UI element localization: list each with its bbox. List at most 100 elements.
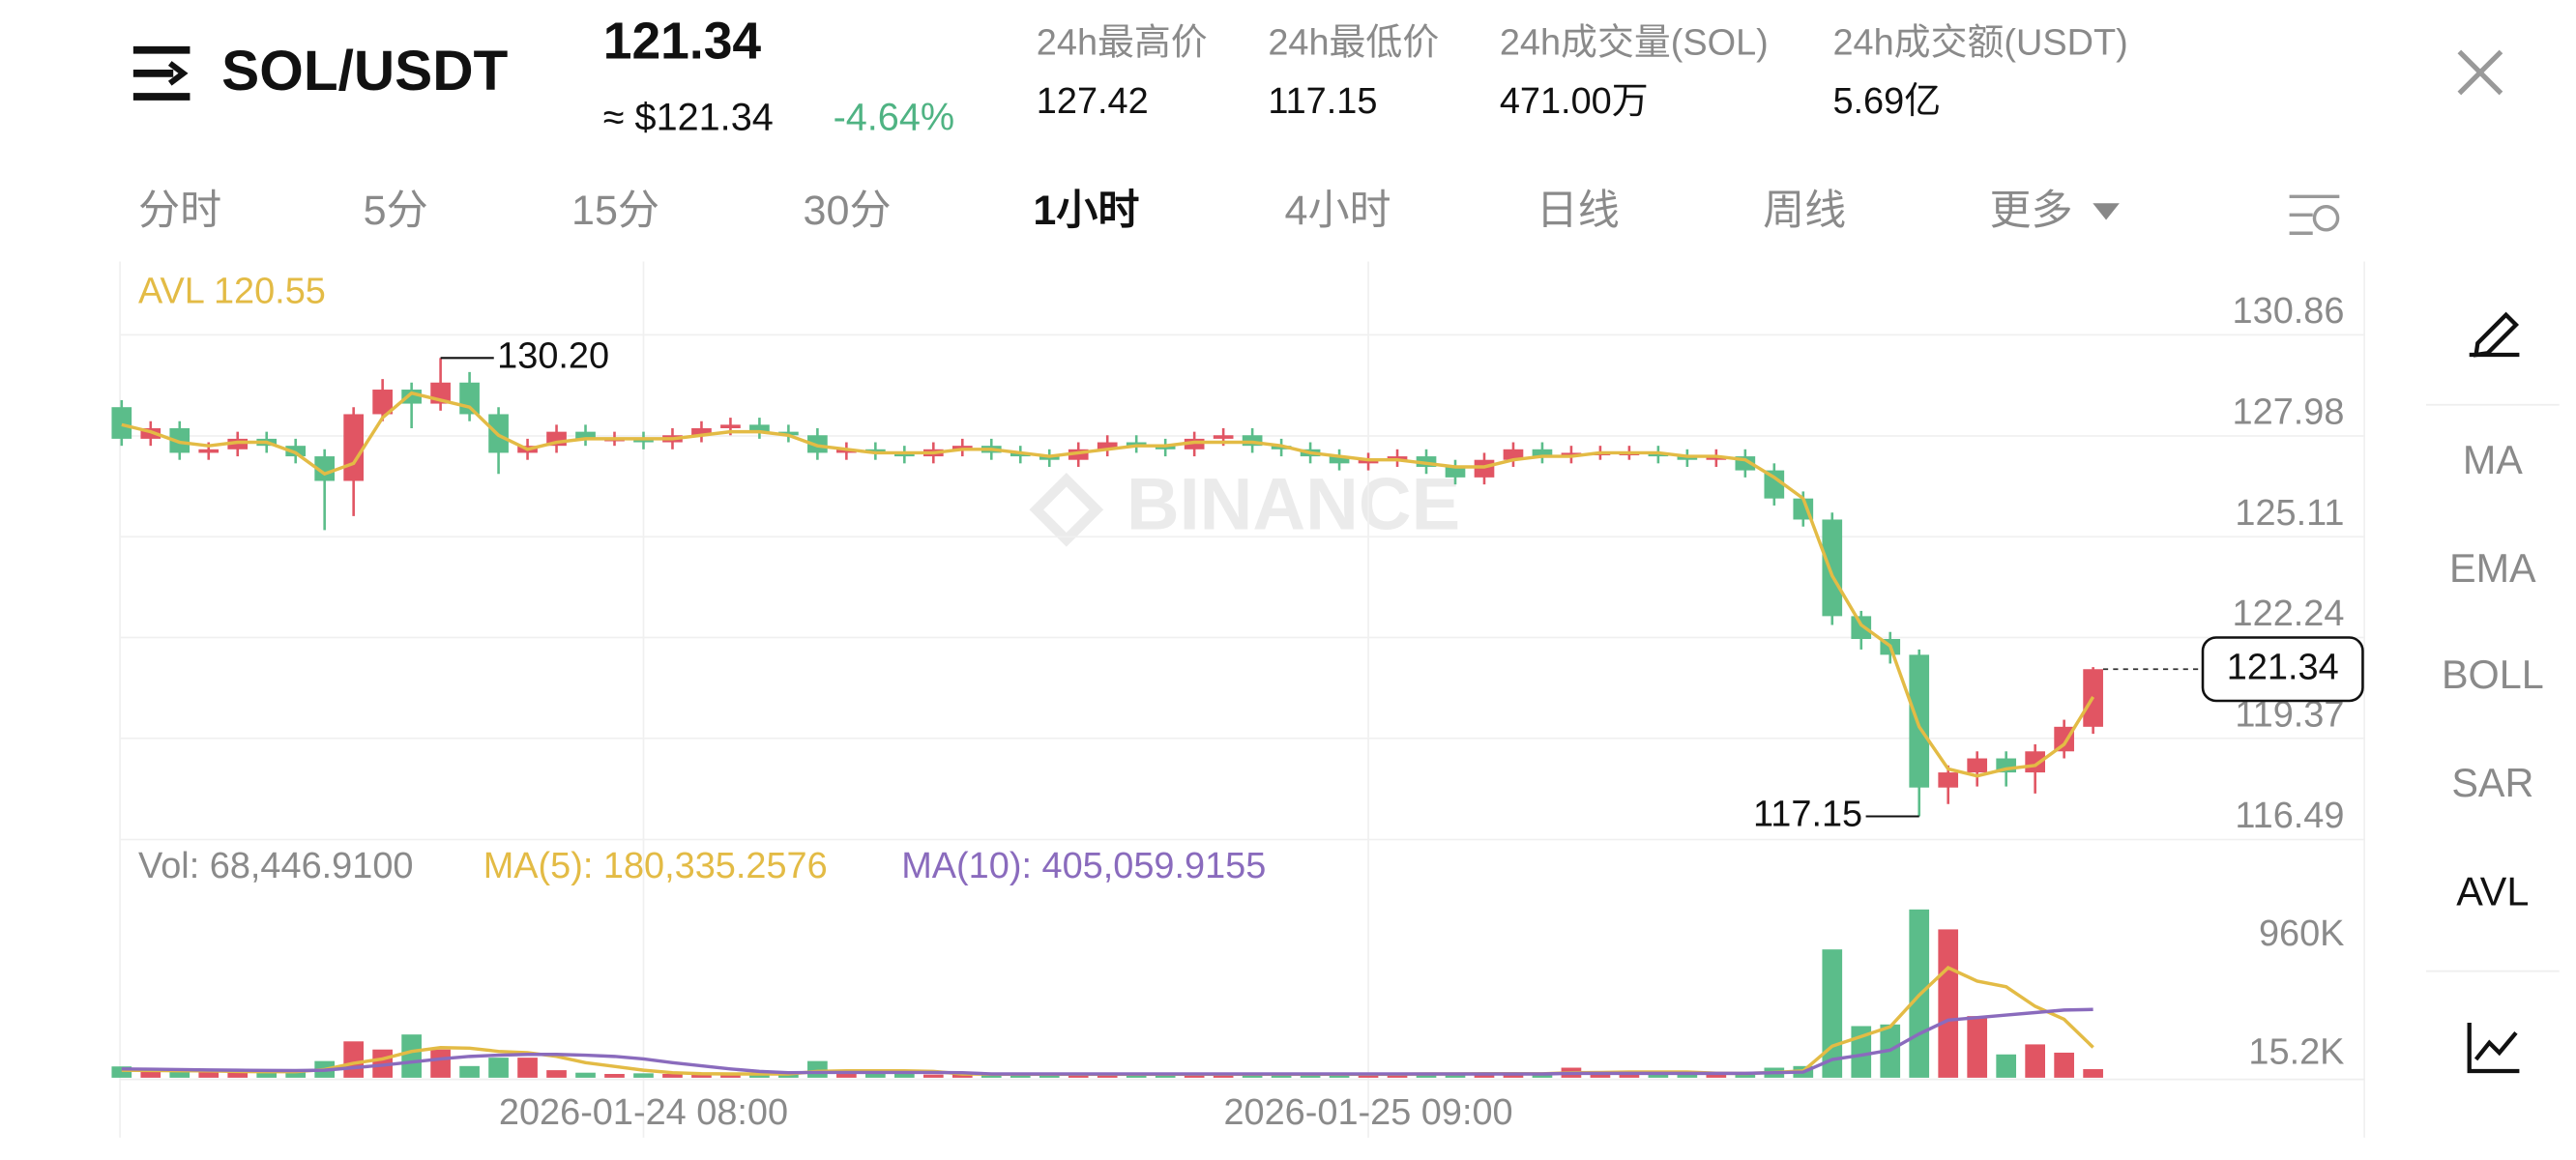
volume-bar <box>546 1070 567 1078</box>
volume-bar <box>1648 1073 1669 1078</box>
stat-label: 24h最低价 <box>1268 23 1439 64</box>
draw-icon[interactable] <box>2469 311 2520 358</box>
ma5-label: MA(5): 180,335.2576 <box>483 846 828 886</box>
more-arrow[interactable] <box>2093 203 2120 220</box>
candle-body <box>1967 758 1988 773</box>
candle-body <box>198 449 220 453</box>
indicator-tab[interactable]: EMA <box>2449 546 2536 591</box>
close-button[interactable] <box>2457 49 2503 96</box>
tab[interactable]: 1小时 <box>1033 188 1139 234</box>
tab[interactable]: 30分 <box>804 188 892 234</box>
volume-bar <box>1967 1016 1988 1078</box>
candle-body <box>1097 442 1118 450</box>
candle-body <box>1387 456 1408 460</box>
y-tick-label: 130.86 <box>2233 291 2345 332</box>
candle-body <box>1532 449 1553 457</box>
pair[interactable]: SOL/USDT <box>221 40 508 102</box>
tab[interactable]: 15分 <box>571 188 659 234</box>
approx-price: ≈ $121.34 <box>603 97 774 139</box>
volume-bar <box>981 1074 1002 1078</box>
menu-icon[interactable] <box>132 45 190 101</box>
x-tick-label: 2026-01-24 08:00 <box>499 1092 788 1133</box>
tab[interactable]: 5分 <box>364 188 428 234</box>
watermark-text: BINANCE <box>1127 463 1460 545</box>
tab[interactable]: 日线 <box>1537 188 1620 234</box>
indicator-icon[interactable] <box>2467 1023 2520 1074</box>
volume-bar <box>575 1072 596 1078</box>
volume-bar <box>1706 1073 1727 1078</box>
volume-bar <box>1126 1074 1147 1078</box>
indicator-tab[interactable]: MA <box>2463 438 2523 482</box>
candle-body <box>1039 456 1060 460</box>
volume-bar <box>691 1073 712 1078</box>
volume-bar <box>140 1070 161 1078</box>
indicator-tab[interactable]: BOLL <box>2442 652 2544 697</box>
candle-body <box>1706 456 1727 460</box>
grid <box>120 261 2365 1138</box>
volume-bar <box>517 1058 538 1078</box>
candle-body <box>1184 438 1205 450</box>
volume-bar <box>1039 1074 1060 1078</box>
volume-bar <box>1503 1073 1524 1078</box>
candle-body <box>951 446 973 450</box>
volume-bar <box>1213 1074 1234 1078</box>
stat-label: 24h最高价 <box>1037 23 1208 64</box>
volume-bar <box>459 1065 480 1078</box>
y-tick-label: 127.98 <box>2233 392 2345 433</box>
volume-tick-label: 960K <box>2259 914 2345 954</box>
candle-body <box>314 456 336 481</box>
volume-bar <box>951 1073 973 1078</box>
settings-icon[interactable] <box>2289 194 2340 235</box>
candle-body <box>1271 446 1292 450</box>
volume-bar <box>1735 1073 1756 1078</box>
tab[interactable]: 4小时 <box>1285 188 1391 234</box>
candle-body <box>865 449 886 453</box>
volume-bar <box>1996 1054 2017 1078</box>
last-price-box <box>2201 636 2364 703</box>
tab[interactable]: 更多 <box>1989 188 2072 234</box>
candle-body <box>1561 452 1582 457</box>
ma10-label: MA(10): 405,059.9155 <box>901 846 1266 886</box>
candle-body <box>1242 435 1263 447</box>
stat-value: 471.00万 <box>1500 81 1649 122</box>
volume-bar <box>922 1074 944 1078</box>
candle-body <box>1213 435 1234 439</box>
candle-body <box>1068 449 1089 460</box>
volume-bar <box>285 1070 307 1078</box>
candle-body <box>1358 459 1379 464</box>
volume-bar <box>2083 1069 2103 1078</box>
tab[interactable]: 分时 <box>138 188 221 234</box>
watermark: BINANCE <box>1029 463 1460 547</box>
x-tick-label: 2026-01-25 09:00 <box>1223 1092 1512 1133</box>
candle-body <box>343 414 364 481</box>
volume-bar <box>227 1071 249 1078</box>
volume-bar <box>430 1049 451 1078</box>
volume-bar <box>778 1073 799 1078</box>
volume-bar <box>604 1073 625 1078</box>
last-price-label: 121.34 <box>2227 647 2339 687</box>
volume-bar <box>401 1034 422 1078</box>
stat-value: 127.42 <box>1037 81 1149 122</box>
volume-bar <box>633 1073 654 1078</box>
candle-body <box>111 407 132 439</box>
volume-bar <box>865 1073 886 1078</box>
candle-body <box>575 431 596 439</box>
volume-label: Vol: 68,446.9100 <box>138 846 413 886</box>
candle-body <box>1822 519 1843 617</box>
indicator-tab[interactable]: SAR <box>2451 761 2533 805</box>
volume-tick-label: 15.2K <box>2248 1032 2344 1073</box>
tab[interactable]: 周线 <box>1763 188 1846 234</box>
stat-label: 24h成交量(SOL) <box>1500 23 1769 64</box>
candle-body <box>2054 726 2074 752</box>
candle-body <box>1938 772 1959 788</box>
volume-bar <box>1938 929 1959 1078</box>
volume-bar <box>1271 1074 1292 1078</box>
indicator-tab[interactable]: AVL <box>2456 869 2529 914</box>
volume-bar <box>1532 1074 1553 1078</box>
candle-body <box>1155 446 1176 450</box>
candle-body <box>633 438 654 443</box>
stat-label: 24h成交额(USDT) <box>1832 23 2127 64</box>
candle-body <box>1416 456 1437 467</box>
